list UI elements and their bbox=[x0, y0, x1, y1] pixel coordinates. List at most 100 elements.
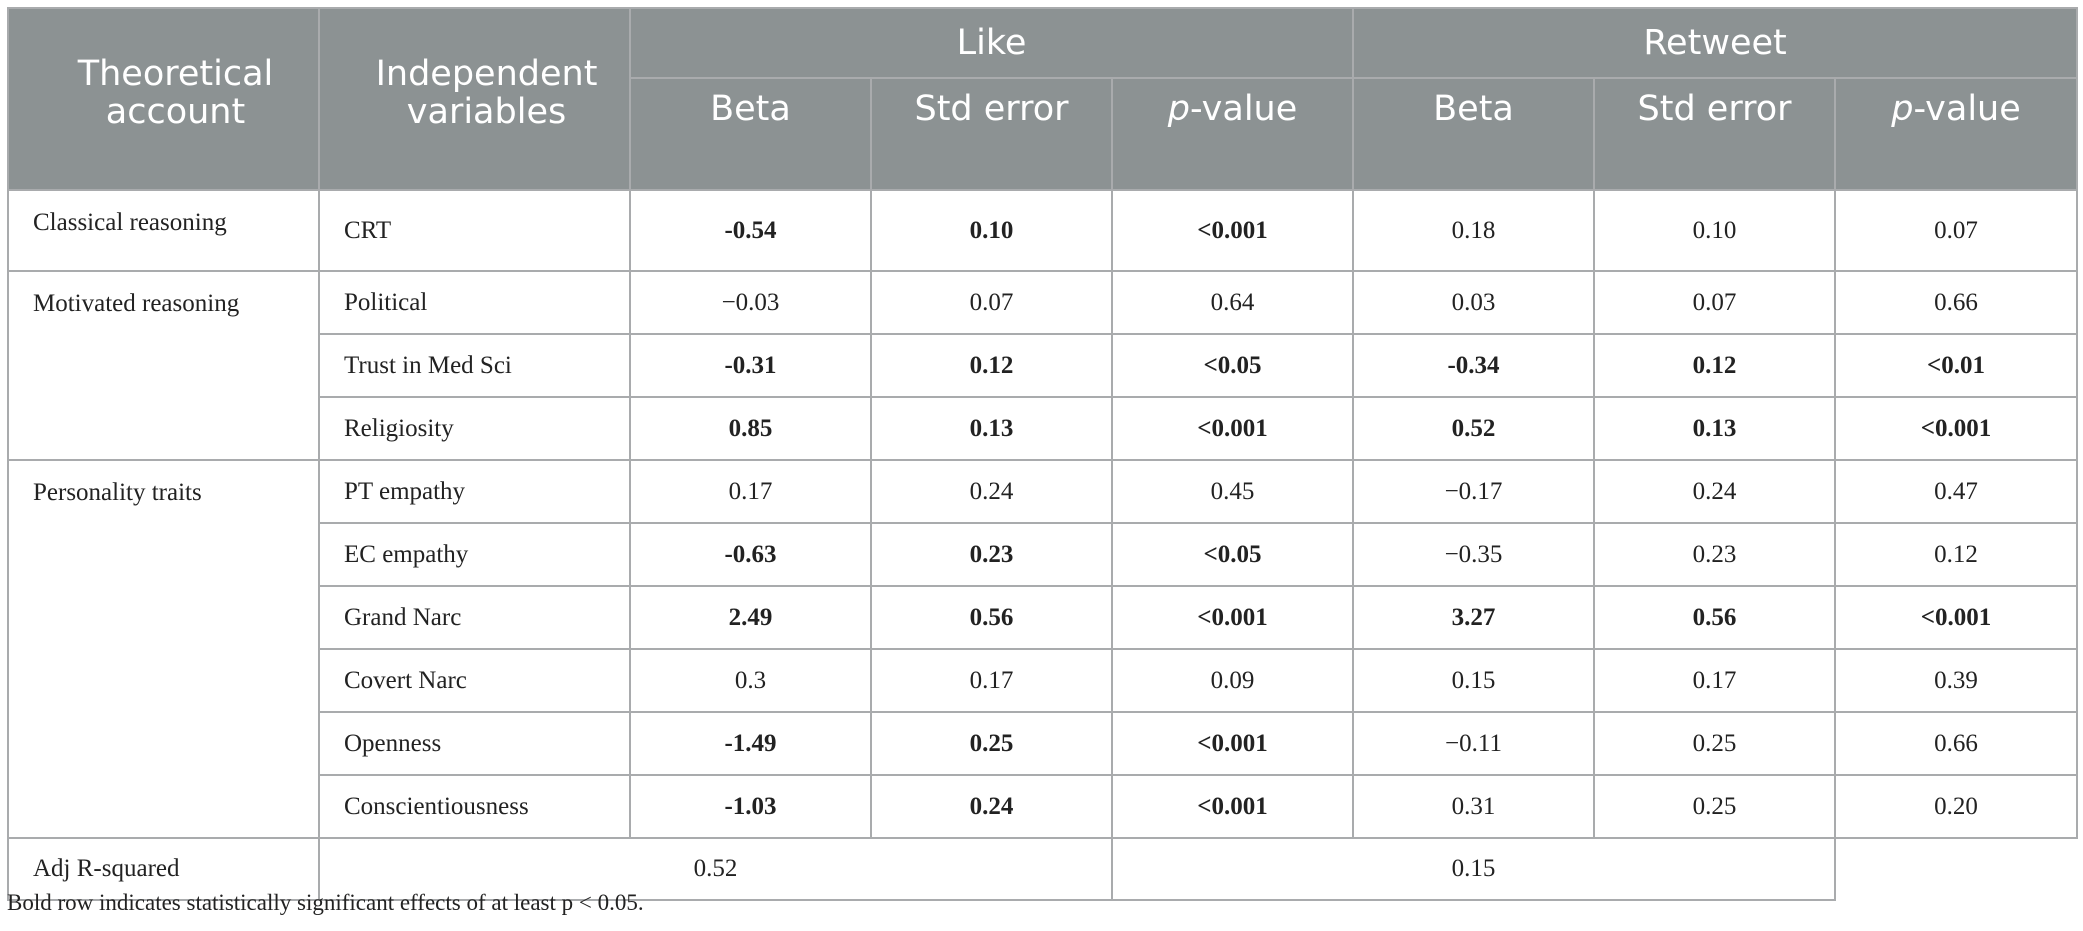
header-retweet-p-rest: -value bbox=[1913, 89, 2021, 129]
like-p-value-cell: 0.64 bbox=[1110, 270, 1355, 335]
like-std-error-cell: 0.12 bbox=[870, 333, 1113, 398]
header-independent-variables: Independent variables bbox=[318, 7, 631, 191]
like-std-error-cell: 0.17 bbox=[870, 648, 1113, 713]
variable-cell: Grand Narc bbox=[318, 585, 631, 650]
table-footnote: Bold row indicates statistically signifi… bbox=[7, 890, 644, 915]
variable-cell: Religiosity bbox=[318, 396, 631, 461]
header-retweet-std-error: Std error bbox=[1593, 77, 1837, 191]
retweet-std-error-cell: 0.25 bbox=[1593, 711, 1837, 776]
like-beta-cell: -0.63 bbox=[629, 522, 872, 587]
variable-cell: Conscientiousness bbox=[318, 774, 631, 839]
retweet-beta-cell: 0.18 bbox=[1352, 189, 1596, 272]
account-cell: Personality traits bbox=[7, 459, 320, 839]
like-std-error-cell: 0.07 bbox=[870, 270, 1113, 335]
header-retweet-p-value: p-value bbox=[1834, 77, 2079, 191]
table-row: Openness -1.49 0.25 <0.001 −0.11 0.25 0.66 bbox=[8, 711, 2079, 776]
retweet-beta-cell: 0.03 bbox=[1352, 270, 1596, 335]
header-like-p-value: p-value bbox=[1110, 77, 1355, 191]
like-std-error-cell: 0.24 bbox=[870, 774, 1113, 839]
header-theoretical-account: Theoretical account bbox=[7, 7, 320, 191]
adj-r-squared-retweet: 0.15 bbox=[1110, 837, 1837, 901]
retweet-beta-cell: 0.31 bbox=[1352, 774, 1596, 839]
table-header: Theoretical account Independent variable… bbox=[7, 7, 2079, 191]
variable-cell: PT empathy bbox=[318, 459, 631, 524]
like-beta-cell: -1.49 bbox=[629, 711, 872, 776]
retweet-std-error-cell: 0.17 bbox=[1593, 648, 1837, 713]
table-row: Covert Narc 0.3 0.17 0.09 0.15 0.17 0.39 bbox=[8, 648, 2079, 713]
table-body: Classical reasoning CRT -0.54 0.10 <0.001 0.1… bbox=[7, 189, 2079, 901]
retweet-p-value-cell: 0.47 bbox=[1834, 459, 2079, 524]
table-row: EC empathy -0.63 0.23 <0.05 −0.35 0.23 0.12 bbox=[8, 522, 2079, 587]
like-beta-cell: 0.17 bbox=[629, 459, 872, 524]
table-row: Personality traits PT empathy 0.17 0.24 0.45… bbox=[7, 459, 2079, 839]
like-std-error-cell: 0.24 bbox=[870, 459, 1113, 524]
retweet-std-error-cell: 0.24 bbox=[1593, 459, 1837, 524]
retweet-std-error-cell: 0.13 bbox=[1593, 396, 1837, 461]
header-group-like: Like bbox=[628, 7, 1355, 79]
variable-cell: CRT bbox=[318, 189, 631, 272]
table-row: Grand Narc 2.49 0.56 <0.001 3.27 0.56 <0.001 bbox=[8, 585, 2079, 650]
retweet-p-value-cell: <0.001 bbox=[1834, 396, 2079, 461]
like-std-error-cell: 0.13 bbox=[870, 396, 1113, 461]
header-like-beta: Beta bbox=[629, 77, 872, 191]
like-beta-cell: -0.31 bbox=[629, 333, 872, 398]
variable-cell: Political bbox=[318, 270, 631, 335]
like-std-error-cell: 0.10 bbox=[870, 189, 1113, 272]
variable-cell: Covert Narc bbox=[318, 648, 631, 713]
retweet-beta-cell: 3.27 bbox=[1352, 585, 1596, 650]
retweet-beta-cell: 0.52 bbox=[1352, 396, 1596, 461]
retweet-beta-cell: −0.11 bbox=[1352, 711, 1596, 776]
like-beta-cell: 2.49 bbox=[629, 585, 872, 650]
retweet-std-error-cell: 0.56 bbox=[1593, 585, 1837, 650]
retweet-p-value-cell: <0.01 bbox=[1834, 333, 2079, 398]
table-row: Motivated reasoning Political −0.03 0.07 0.6… bbox=[7, 270, 2079, 461]
like-p-value-cell: 0.45 bbox=[1110, 459, 1355, 524]
like-p-value-cell: 0.09 bbox=[1110, 648, 1355, 713]
like-std-error-cell: 0.23 bbox=[870, 522, 1113, 587]
variable-cell: EC empathy bbox=[318, 522, 631, 587]
account-cell: Classical reasoning bbox=[7, 189, 320, 272]
variable-cell: Openness bbox=[318, 711, 631, 776]
account-cell: Motivated reasoning bbox=[7, 270, 320, 461]
retweet-beta-cell: −0.35 bbox=[1352, 522, 1596, 587]
like-beta-cell: 0.3 bbox=[629, 648, 872, 713]
variable-cell: Trust in Med Sci bbox=[318, 333, 631, 398]
table-row: Classical reasoning CRT -0.54 0.10 <0.001 0.1… bbox=[7, 189, 2079, 272]
retweet-std-error-cell: 0.07 bbox=[1593, 270, 1837, 335]
like-p-value-cell: <0.001 bbox=[1110, 585, 1355, 650]
retweet-p-value-cell: 0.07 bbox=[1834, 189, 2079, 272]
like-std-error-cell: 0.25 bbox=[870, 711, 1113, 776]
header-group-retweet: Retweet bbox=[1352, 7, 2079, 79]
retweet-std-error-cell: 0.25 bbox=[1593, 774, 1837, 839]
retweet-std-error-cell: 0.23 bbox=[1593, 522, 1837, 587]
like-beta-cell: -0.54 bbox=[629, 189, 872, 272]
table-row: Religiosity 0.85 0.13 <0.001 0.52 0.13 <0.001 bbox=[8, 396, 2079, 461]
adj-r-squared-label: Adj R-squared bbox=[7, 837, 320, 901]
retweet-std-error-cell: 0.12 bbox=[1593, 333, 1837, 398]
adj-r-squared-row: Adj R-squared 0.52 0.15 bbox=[7, 837, 2077, 901]
retweet-p-value-cell: <0.001 bbox=[1834, 585, 2079, 650]
header-like-std-error: Std error bbox=[870, 77, 1113, 191]
like-p-value-cell: <0.001 bbox=[1110, 396, 1355, 461]
retweet-p-value-cell: 0.66 bbox=[1834, 711, 2079, 776]
like-beta-cell: 0.85 bbox=[629, 396, 872, 461]
like-beta-cell: -1.03 bbox=[629, 774, 872, 839]
retweet-p-value-cell: 0.66 bbox=[1834, 270, 2079, 335]
retweet-beta-cell: −0.17 bbox=[1352, 459, 1596, 524]
header-like-p-italic: p bbox=[1167, 89, 1190, 129]
table-row: Trust in Med Sci -0.31 0.12 <0.05 -0.34 0.12 <… bbox=[8, 333, 2079, 398]
like-p-value-cell: <0.05 bbox=[1110, 333, 1355, 398]
like-p-value-cell: <0.001 bbox=[1110, 711, 1355, 776]
retweet-p-value-cell: 0.39 bbox=[1834, 648, 2079, 713]
table-row: Conscientiousness -1.03 0.24 <0.001 0.31 0.25… bbox=[8, 774, 2079, 839]
header-retweet-p-italic: p bbox=[1891, 89, 1914, 129]
regression-table: Theoretical account Independent variable… bbox=[7, 7, 2079, 901]
like-p-value-cell: <0.05 bbox=[1110, 522, 1355, 587]
retweet-beta-cell: -0.34 bbox=[1352, 333, 1596, 398]
like-std-error-cell: 0.56 bbox=[870, 585, 1113, 650]
retweet-p-value-cell: 0.20 bbox=[1834, 774, 2079, 839]
adj-r-squared-like: 0.52 bbox=[318, 837, 1113, 901]
retweet-p-value-cell: 0.12 bbox=[1834, 522, 2079, 587]
retweet-std-error-cell: 0.10 bbox=[1593, 189, 1837, 272]
retweet-beta-cell: 0.15 bbox=[1352, 648, 1596, 713]
